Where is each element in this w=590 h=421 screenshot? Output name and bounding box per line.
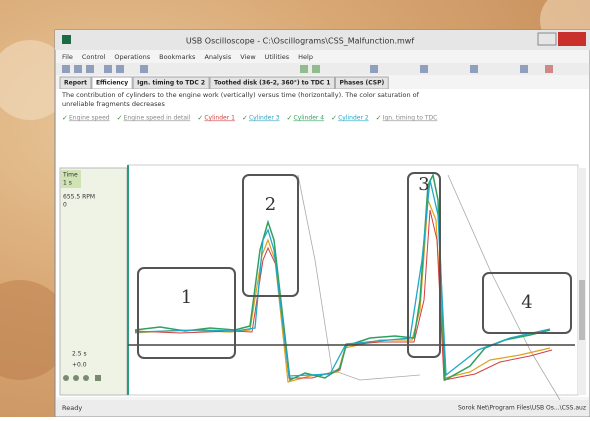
engine-speed [447, 174, 561, 401]
window-title: USB Oscilloscope - C:\Oscillograms\CSS_M… [186, 37, 414, 46]
left-panel [59, 167, 128, 396]
checkbox: ✓ [287, 114, 293, 122]
title-bar [55, 30, 590, 50]
annotation-box [407, 172, 441, 358]
annotations: 1 2 3 4 [137, 172, 572, 359]
time-label: Time [62, 172, 78, 179]
legend-item[interactable]: ✓ Cylinder 4 [287, 114, 325, 122]
tab[interactable]: Phases (CSP) [334, 76, 389, 90]
legend-label: Cylinder 3 [249, 115, 280, 122]
blur [0, 280, 70, 380]
blur [0, 40, 70, 120]
annotation-box [137, 267, 236, 359]
scroll-thumb[interactable] [579, 280, 585, 340]
menu-bar: File Control Operations Bookmarks Analysis Vi… [62, 53, 313, 61]
toolbar-icons [62, 65, 553, 73]
annotation-box [242, 174, 299, 297]
menu-item[interactable]: Bookmarks [159, 53, 196, 61]
menu-item[interactable]: Operations [114, 53, 150, 61]
status-bar [56, 400, 589, 416]
status-left: Ready [62, 404, 82, 412]
panel-buttons[interactable] [63, 375, 101, 381]
checkbox: ✓ [331, 114, 337, 122]
menu-item[interactable]: File [62, 53, 73, 61]
menu-item[interactable]: View [240, 53, 256, 61]
menu-item[interactable]: Control [82, 53, 106, 61]
legend-item[interactable]: ✓ Ign. timing to TDC [376, 114, 438, 122]
cylinder-2-trace [134, 179, 551, 377]
legend-label: Ign. timing to TDC [383, 115, 438, 122]
legend-item[interactable]: ✓ Engine speed in detail [117, 114, 191, 122]
panel-value: +0.0 [72, 362, 87, 369]
description: The contribution of cylinders to the eng… [61, 91, 420, 108]
legend-label: Cylinder 2 [338, 115, 369, 122]
tab[interactable]: Ign. timing to TDC 2 [132, 76, 210, 90]
close[interactable] [558, 32, 586, 46]
checkbox: ✓ [197, 114, 203, 122]
minimize[interactable] [518, 33, 536, 45]
plot-area [127, 164, 579, 396]
legend-item[interactable]: ✓ Engine speed [62, 114, 110, 122]
checkbox: ✓ [242, 114, 248, 122]
legend-label: Cylinder 4 [294, 115, 325, 122]
legend: ✓ Engine speed ✓ Engine speed in detail ✓ Cyl… [62, 114, 437, 122]
annotation-label: 3 [418, 174, 429, 195]
menu-item[interactable]: Analysis [204, 53, 231, 61]
tabs: Report Efficiency Ign. timing to TDC 2 Toot… [59, 76, 389, 90]
tab-label: Toothed disk (36-2, 360°) to TDC 1 [214, 80, 330, 87]
status-right: Sorok Net\Program Files\USB Os...\CSS.au… [458, 405, 586, 412]
app-icon [62, 35, 71, 44]
panel-value: 2.5 s [72, 351, 87, 358]
time-value: 1 s [63, 180, 72, 187]
legend-label: Cylinder 1 [204, 115, 235, 122]
annotation-label: 1 [181, 287, 192, 308]
tab[interactable]: Report [59, 76, 92, 90]
tab[interactable]: Efficiency [91, 76, 133, 90]
maximize[interactable] [537, 32, 557, 46]
tab-label: Ign. timing to TDC 2 [137, 80, 205, 87]
time-box [61, 170, 81, 188]
menu-item[interactable]: Utilities [265, 53, 290, 61]
tab[interactable]: Toothed disk (36-2, 360°) to TDC 1 [209, 76, 335, 90]
annotation-label: 4 [521, 292, 532, 313]
rpm: 655.5 RPM [63, 194, 95, 201]
checkbox: ✓ [376, 114, 382, 122]
checkbox: ✓ [117, 114, 123, 122]
menu-item[interactable]: Help [298, 53, 313, 61]
legend-label: Engine speed in detail [124, 115, 191, 122]
rpm-sub: 0 [63, 202, 67, 209]
tab-label: Phases (CSP) [339, 80, 384, 87]
annotation-label: 2 [265, 194, 276, 215]
checkbox: ✓ [62, 114, 68, 122]
legend-label: Engine speed [69, 115, 110, 122]
legend-item[interactable]: ✓ Cylinder 3 [242, 114, 280, 122]
legend-item[interactable]: ✓ Cylinder 1 [197, 114, 235, 122]
tab-label: Efficiency [96, 80, 128, 87]
toolbar [56, 63, 589, 75]
tab-label: Report [64, 80, 87, 87]
annotation-box [482, 272, 572, 334]
legend-item[interactable]: ✓ Cylinder 2 [331, 114, 369, 122]
cylinder-3-trace [134, 172, 551, 382]
